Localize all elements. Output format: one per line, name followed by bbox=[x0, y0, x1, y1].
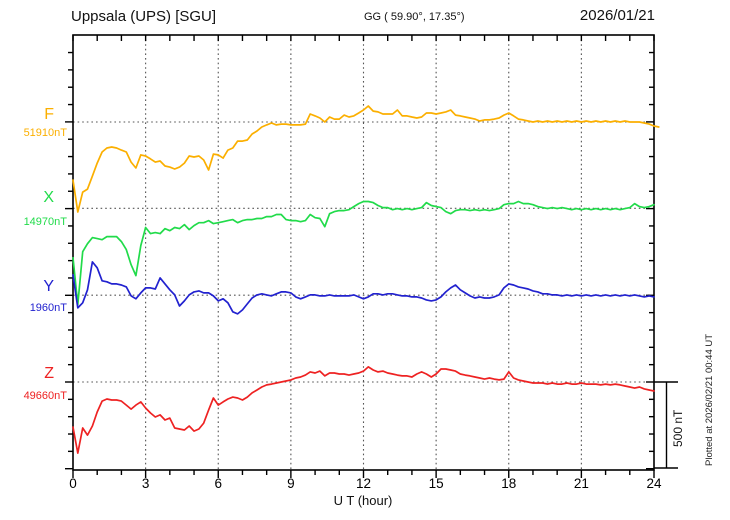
trace-y bbox=[72, 261, 655, 315]
hour-tick-label: 3 bbox=[142, 476, 150, 491]
hour-tick-label: 24 bbox=[646, 476, 662, 491]
x-axis-label: U T (hour) bbox=[333, 493, 393, 508]
trace-label-f: F bbox=[44, 106, 54, 123]
trace-f bbox=[72, 105, 660, 213]
trace-x bbox=[72, 200, 655, 306]
baseline-value-f: 51910nT bbox=[23, 127, 67, 139]
baseline-value-x: 14970nT bbox=[23, 216, 67, 228]
dotted-gridlines bbox=[73, 35, 654, 470]
trace-label-x: X bbox=[43, 189, 54, 206]
scale-bar bbox=[654, 381, 678, 469]
hour-tick-label: 0 bbox=[69, 476, 77, 491]
hour-tick-label: 15 bbox=[429, 476, 444, 491]
scale-bar-label: 500 nT bbox=[671, 409, 685, 447]
magnetometer-traces bbox=[72, 105, 660, 454]
trace-label-z: Z bbox=[44, 365, 54, 382]
hour-tick-labels: 0 3 6 9 12 15 18 21 24 bbox=[69, 476, 662, 491]
plotted-timestamp-note: Plotted at 2026/02/21 00:44 UT bbox=[704, 333, 715, 466]
hour-tick-label: 6 bbox=[215, 476, 223, 491]
axis-ticks bbox=[65, 35, 655, 478]
baseline-value-z: 49660nT bbox=[23, 390, 67, 402]
station-title: Uppsala (UPS) [SGU] bbox=[71, 8, 217, 25]
hour-tick-label: 18 bbox=[501, 476, 516, 491]
hour-tick-label: 21 bbox=[574, 476, 589, 491]
plot-frame bbox=[72, 34, 655, 471]
plot-date: 2026/01/21 bbox=[579, 7, 655, 24]
trace-z bbox=[72, 366, 655, 454]
hour-tick-label: 9 bbox=[287, 476, 295, 491]
geographic-coordinates: GG ( 59.90°, 17.35°) bbox=[364, 11, 465, 23]
baseline-value-y: 1960nT bbox=[29, 302, 67, 314]
hour-tick-label: 12 bbox=[356, 476, 371, 491]
trace-label-y: Y bbox=[43, 278, 54, 295]
